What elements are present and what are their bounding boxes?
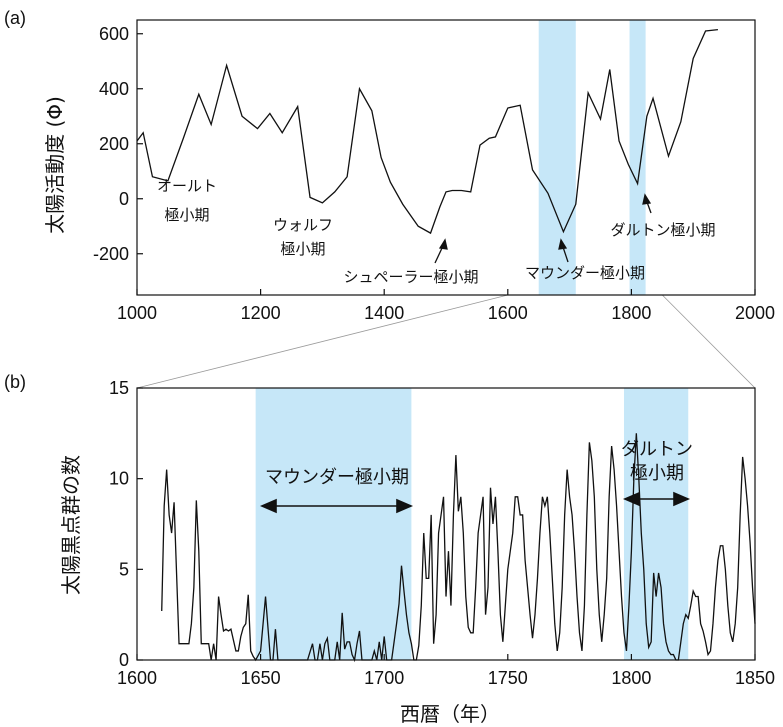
shaded-minimum-1 xyxy=(623,388,689,660)
arrow-dalton-b-head-right xyxy=(673,491,691,507)
x-tick-label-1600: 1600 xyxy=(117,668,157,688)
zoom-connectors xyxy=(136,294,756,389)
panel-b-frame xyxy=(136,387,756,661)
panel-a-shaded-minima xyxy=(538,20,646,295)
annot-oort-line2: 極小期 xyxy=(164,206,209,224)
arrow-maunder-a-head xyxy=(558,238,568,250)
annot-maunder-a: マウンダー極小期 xyxy=(525,264,645,282)
y-tick-label-0: 0 xyxy=(119,189,129,209)
y-tick-label-0: 0 xyxy=(119,650,129,670)
shaded-minimum-1 xyxy=(629,20,646,295)
panel-a-activity-line xyxy=(136,28,718,235)
y-tick-label-5: 5 xyxy=(119,559,129,579)
panel-a-y-ticks: -200 0 200 400 600 xyxy=(93,24,143,264)
panel-a-x-ticks: 1000 1200 1400 1600 1800 2000 xyxy=(117,289,775,323)
arrow-sporer-head xyxy=(438,238,448,250)
panel-b-y-axis-label: 太陽黒点群の数 xyxy=(59,455,83,595)
panel-b-y-ticks: 0 5 10 15 xyxy=(109,378,143,670)
panel-a-frame xyxy=(136,19,756,296)
x-tick-label-1800: 1800 xyxy=(611,303,651,323)
annot-dalton-b-line1: ダルトン xyxy=(621,439,693,460)
zoom-connector-right xyxy=(662,294,756,389)
x-tick-label-1800: 1800 xyxy=(611,668,651,688)
x-tick-label-1750: 1750 xyxy=(488,668,528,688)
panel-b-shaded-minima xyxy=(255,388,689,660)
panel-a-label: (a) xyxy=(4,8,26,28)
annot-arrows-b xyxy=(259,491,691,514)
panel-a-solar-activity: (a) 1000 1200 1400 1600 1800 2000 -200 0 200 400… xyxy=(4,8,775,323)
zoom-connector-left xyxy=(136,294,508,389)
x-tick-label-2000: 2000 xyxy=(735,303,775,323)
y-tick-label-600: 600 xyxy=(99,24,129,44)
arrow-maunder-b-head-left xyxy=(259,498,277,514)
arrow-maunder-b-head-right xyxy=(396,498,414,514)
annot-sporer: シュペーラー極小期 xyxy=(343,268,478,286)
x-tick-label-1000: 1000 xyxy=(117,303,157,323)
annot-wolf-line1: ウォルフ xyxy=(273,216,333,234)
panel-b-x-axis-label: 西暦（年） xyxy=(400,702,500,726)
x-tick-label-1850: 1850 xyxy=(735,668,775,688)
panel-a-y-axis-label: 太陽活動度 (Φ) xyxy=(43,96,67,234)
panel-b-sunspot-groups: (b) 1600 1650 1700 1750 1800 1850 0 5 10 15 太陽黒点… xyxy=(4,372,775,726)
annot-arrows-a xyxy=(434,193,652,264)
annot-maunder-b: マウンダー極小期 xyxy=(265,467,409,488)
annot-dalton-a: ダルトン極小期 xyxy=(610,221,715,239)
panel-b-sunspot-line xyxy=(161,433,756,663)
y-tick-label-15: 15 xyxy=(109,378,129,398)
shaded-minimum-0 xyxy=(538,20,576,295)
x-tick-label-1200: 1200 xyxy=(241,303,281,323)
x-tick-label-1650: 1650 xyxy=(241,668,281,688)
arrow-dalton-b-head-left xyxy=(622,491,640,507)
annot-oort-line1: オールト xyxy=(157,177,217,195)
x-tick-label-1700: 1700 xyxy=(364,668,404,688)
arrow-dalton-a-head xyxy=(642,193,652,205)
annot-wolf-line2: 極小期 xyxy=(280,240,325,258)
shaded-minimum-0 xyxy=(255,388,412,660)
y-tick-label--200: -200 xyxy=(93,244,129,264)
y-tick-label-400: 400 xyxy=(99,79,129,99)
x-tick-label-1400: 1400 xyxy=(364,303,404,323)
y-tick-label-10: 10 xyxy=(109,469,129,489)
y-tick-label-200: 200 xyxy=(99,134,129,154)
arrow-maunder-a xyxy=(562,246,569,263)
panel-b-x-ticks: 1600 1650 1700 1750 1800 1850 xyxy=(117,654,775,688)
annot-dalton-b-line2: 極小期 xyxy=(630,463,684,484)
x-tick-label-1600: 1600 xyxy=(488,303,528,323)
panel-b-label: (b) xyxy=(4,372,26,392)
